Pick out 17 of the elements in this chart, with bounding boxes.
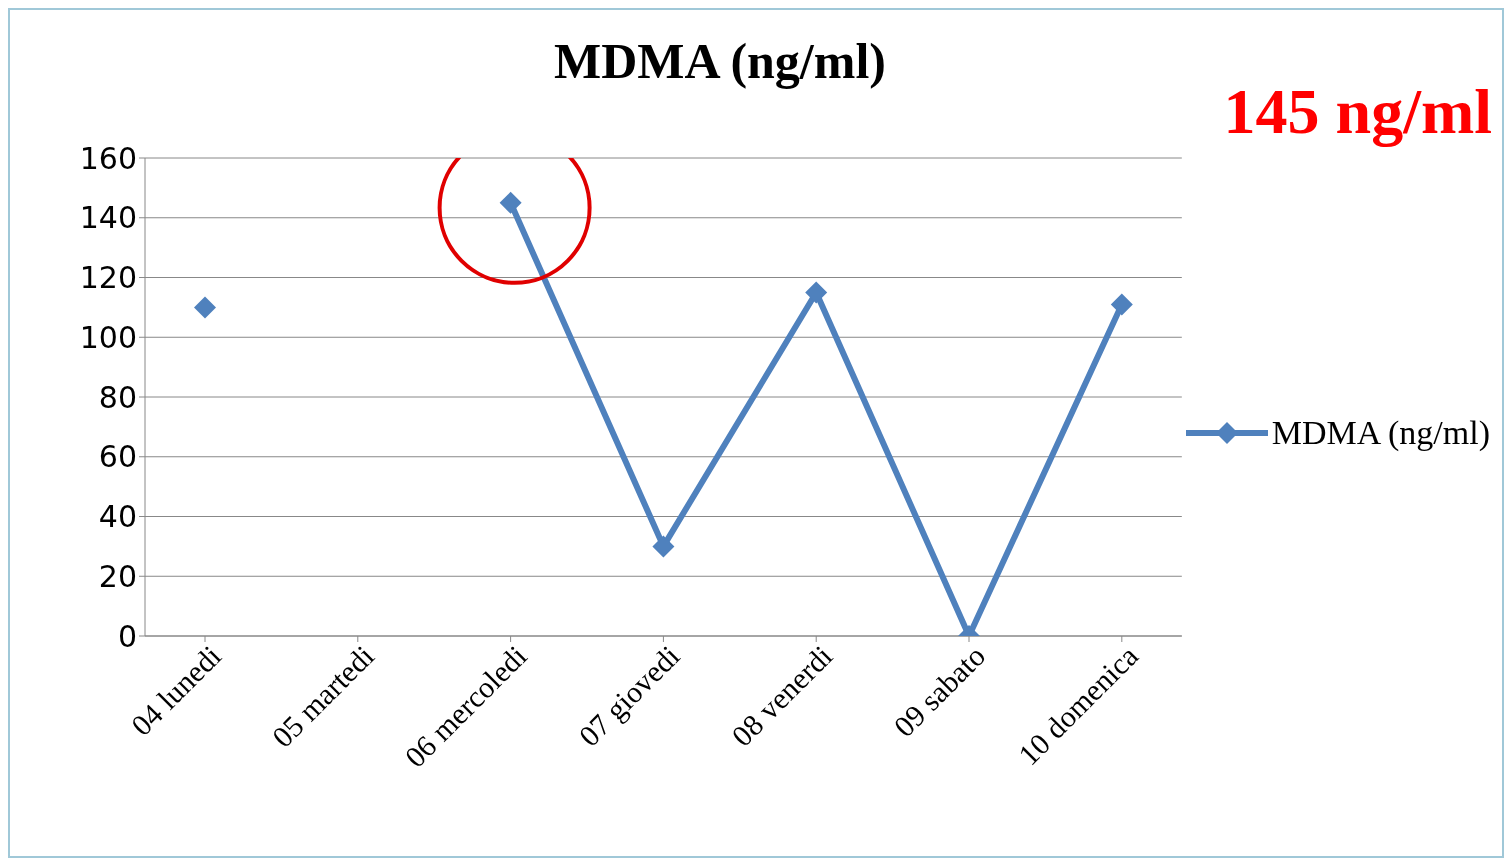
point <box>194 296 216 319</box>
y-tick-label: 20 <box>98 558 137 594</box>
y-tick-label: 120 <box>79 260 137 296</box>
point <box>652 535 675 558</box>
y-tick-label: 80 <box>98 379 137 415</box>
legend-label: MDMA (ng/ml) <box>1271 414 1490 452</box>
y-tick-label: 0 <box>117 618 137 654</box>
y-tick-label: 140 <box>79 200 137 236</box>
point <box>805 281 828 304</box>
y-tick-label: 40 <box>98 499 137 535</box>
y-tick-label: 100 <box>79 319 137 355</box>
y-tick-label: 160 <box>79 140 137 176</box>
point <box>499 191 522 214</box>
text: 145 ng/ml <box>1223 75 1492 149</box>
y-tick-label: 60 <box>98 439 137 475</box>
chart-title: MDMA (ng/ml) <box>554 33 886 89</box>
point <box>1110 293 1133 316</box>
